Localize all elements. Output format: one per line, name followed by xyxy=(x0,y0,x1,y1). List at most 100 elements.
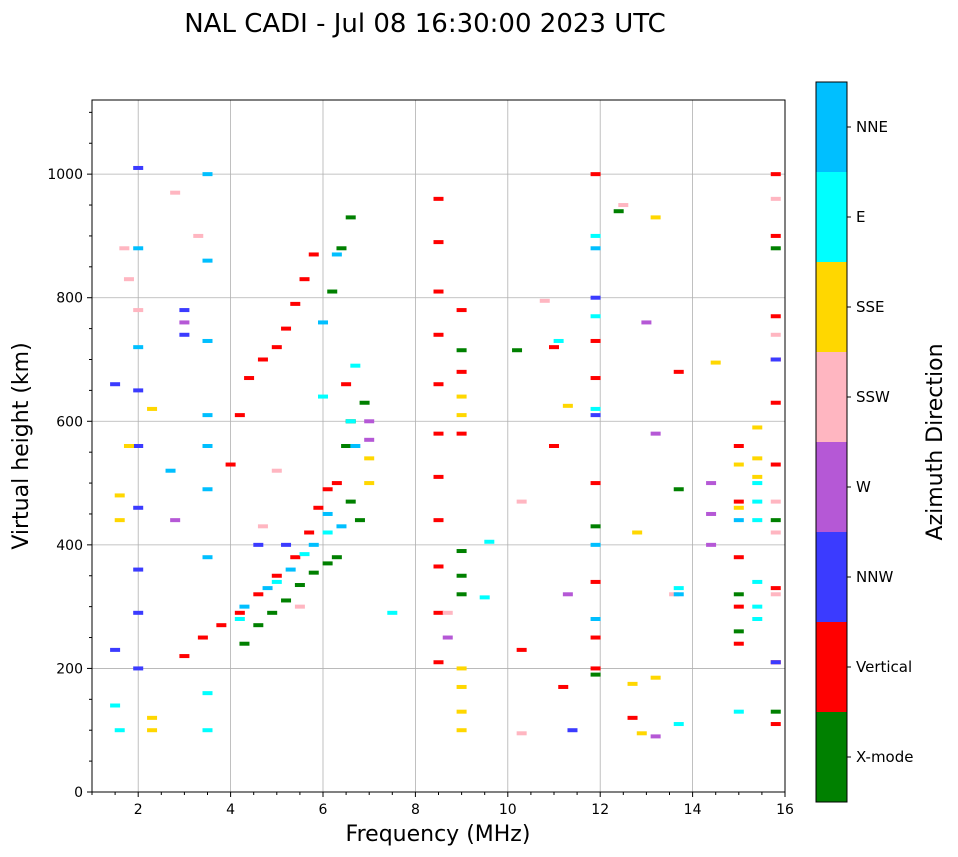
echo-point-x-mode xyxy=(456,592,467,597)
echo-point-w xyxy=(442,635,453,640)
y-axis-label: Virtual height (km) xyxy=(9,342,34,549)
echo-point-sse xyxy=(123,444,134,448)
y-tick-label: 0 xyxy=(74,785,83,801)
echo-point-nnw xyxy=(110,647,121,652)
echo-point-nnw xyxy=(770,357,781,362)
echo-point-nne xyxy=(202,172,213,177)
colorbar: X-mode Vertical NNW W SSW SSE E NNE xyxy=(815,81,913,803)
echo-point-vertical xyxy=(590,579,601,584)
echo-point-nnw xyxy=(133,165,144,170)
echo-point-x-mode xyxy=(327,289,338,294)
echo-point-nne xyxy=(331,252,342,257)
echo-point-sse xyxy=(364,481,375,486)
echo-point-x-mode xyxy=(673,487,684,492)
y-axis-ticks: 0 200 400 600 800 1000 xyxy=(47,111,92,801)
echo-point-vertical xyxy=(308,252,319,257)
echo-point-sse xyxy=(733,505,744,510)
echo-point-vertical xyxy=(322,487,333,492)
echo-point-vertical xyxy=(733,555,744,560)
colorbar-tick-label: SSW xyxy=(856,388,890,406)
x-tick-label: 12 xyxy=(591,802,609,818)
echo-point-ssw xyxy=(770,592,781,597)
echo-point-ssw xyxy=(770,196,781,201)
x-tick-label: 2 xyxy=(134,802,143,818)
echo-point-nnw xyxy=(133,610,144,615)
echo-point-nnw xyxy=(133,388,144,393)
echo-point-ssw xyxy=(170,190,181,195)
colorbar-tick-label: W xyxy=(856,478,871,496)
echo-point-nne xyxy=(133,345,144,350)
echo-point-nnw xyxy=(110,382,121,387)
x-tick-label: 8 xyxy=(411,802,420,818)
echo-point-nne xyxy=(590,617,601,621)
echo-point-vertical xyxy=(590,635,601,640)
colorbar-segment xyxy=(816,82,847,172)
echo-point-vertical xyxy=(733,641,744,646)
echo-point-vertical xyxy=(770,722,781,727)
echo-point-nne xyxy=(262,586,273,591)
echo-point-e xyxy=(484,539,495,544)
echo-point-nne xyxy=(202,413,213,418)
echo-point-vertical xyxy=(313,505,324,510)
echo-point-e xyxy=(752,617,763,621)
echo-point-ssw xyxy=(271,468,282,473)
echo-point-vertical xyxy=(244,376,255,381)
echo-point-sse xyxy=(114,493,125,498)
echo-point-vertical xyxy=(770,172,781,177)
colorbar-label: Azimuth Direction xyxy=(923,343,948,540)
chart-title: NAL CADI - Jul 08 16:30:00 2023 UTC xyxy=(184,9,666,39)
echo-point-vertical xyxy=(433,564,444,569)
echo-point-sse xyxy=(752,456,763,461)
echo-point-sse xyxy=(456,394,467,399)
echo-point-ssw xyxy=(539,298,550,303)
echo-point-nne xyxy=(202,487,213,492)
echo-point-w xyxy=(706,481,717,486)
echo-point-vertical xyxy=(304,530,315,535)
colorbar-tick-label: E xyxy=(856,208,865,226)
echo-point-nne xyxy=(165,468,176,473)
echo-point-e xyxy=(114,728,125,733)
plot-area: 2 4 6 8 10 12 14 16 0 200 400 600 800 1000 xyxy=(47,99,794,818)
echo-point-nnw xyxy=(770,660,781,665)
echo-point-ssw xyxy=(123,277,134,282)
echo-point-e xyxy=(318,394,328,399)
colorbar-tick-label: NNE xyxy=(856,118,888,136)
echo-point-sse xyxy=(650,675,661,680)
echo-point-e xyxy=(553,338,564,343)
plot-background xyxy=(92,100,785,792)
echo-point-nnw xyxy=(133,666,144,671)
echo-point-ssw xyxy=(442,610,453,615)
echo-point-nnw xyxy=(133,505,144,510)
echo-point-nne xyxy=(285,567,296,572)
echo-point-nne xyxy=(202,555,213,560)
echo-point-e xyxy=(590,233,601,238)
echo-point-sse xyxy=(752,474,763,479)
echo-point-vertical xyxy=(433,382,444,387)
echo-point-x-mode xyxy=(590,524,601,529)
echo-point-vertical xyxy=(433,431,444,436)
y-tick-label: 800 xyxy=(56,291,83,307)
colorbar-tick-label: NNW xyxy=(856,568,893,586)
x-axis-ticks: 2 4 6 8 10 12 14 16 xyxy=(91,792,794,818)
echo-point-ssw xyxy=(618,203,629,208)
echo-point-vertical xyxy=(433,474,444,479)
echo-point-vertical xyxy=(456,431,467,436)
colorbar-tick-label: X-mode xyxy=(856,748,913,766)
echo-point-sse xyxy=(562,403,573,408)
x-tick-label: 4 xyxy=(226,802,235,818)
echo-point-nnw xyxy=(179,332,190,337)
echo-point-vertical xyxy=(234,413,245,418)
echo-point-vertical xyxy=(433,289,444,294)
echo-point-nne xyxy=(202,444,213,448)
echo-point-nnw xyxy=(133,444,144,448)
echo-point-ssw xyxy=(770,499,781,504)
echo-point-e xyxy=(202,691,213,696)
echo-point-x-mode xyxy=(456,573,467,578)
echo-point-x-mode xyxy=(770,709,781,714)
echo-point-x-mode xyxy=(359,400,370,405)
echo-point-e xyxy=(673,586,684,591)
echo-point-vertical xyxy=(770,400,781,405)
echo-point-vertical xyxy=(234,610,245,615)
echo-point-nne xyxy=(202,258,213,263)
echo-point-x-mode xyxy=(770,518,781,523)
